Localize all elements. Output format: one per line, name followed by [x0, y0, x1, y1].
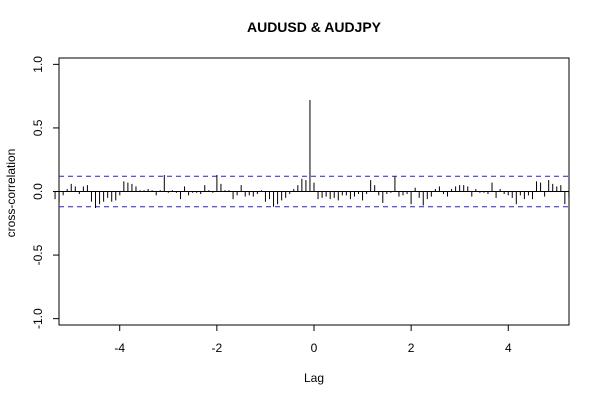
- plot-area: -4 -2 0 2 4 -1.0 -0.5 0.0 0.5 1.0: [31, 56, 570, 355]
- y-axis-label: cross-correlation: [4, 149, 18, 238]
- chart-title: AUDUSD & AUDJPY: [247, 19, 382, 35]
- y-tick-label: 0.0: [31, 183, 45, 200]
- x-tick-label: -2: [212, 341, 223, 355]
- y-tick-label: -1.0: [31, 308, 45, 329]
- x-tick-label: 0: [311, 341, 318, 355]
- y-tick-label: -0.5: [31, 244, 45, 265]
- x-tick-label: 2: [408, 341, 415, 355]
- x-tick-label: 4: [505, 341, 512, 355]
- y-tick-label: 1.0: [31, 56, 45, 73]
- x-tick-label: -4: [114, 341, 125, 355]
- x-axis-label: Lag: [304, 371, 324, 385]
- y-tick-label: 0.5: [31, 119, 45, 136]
